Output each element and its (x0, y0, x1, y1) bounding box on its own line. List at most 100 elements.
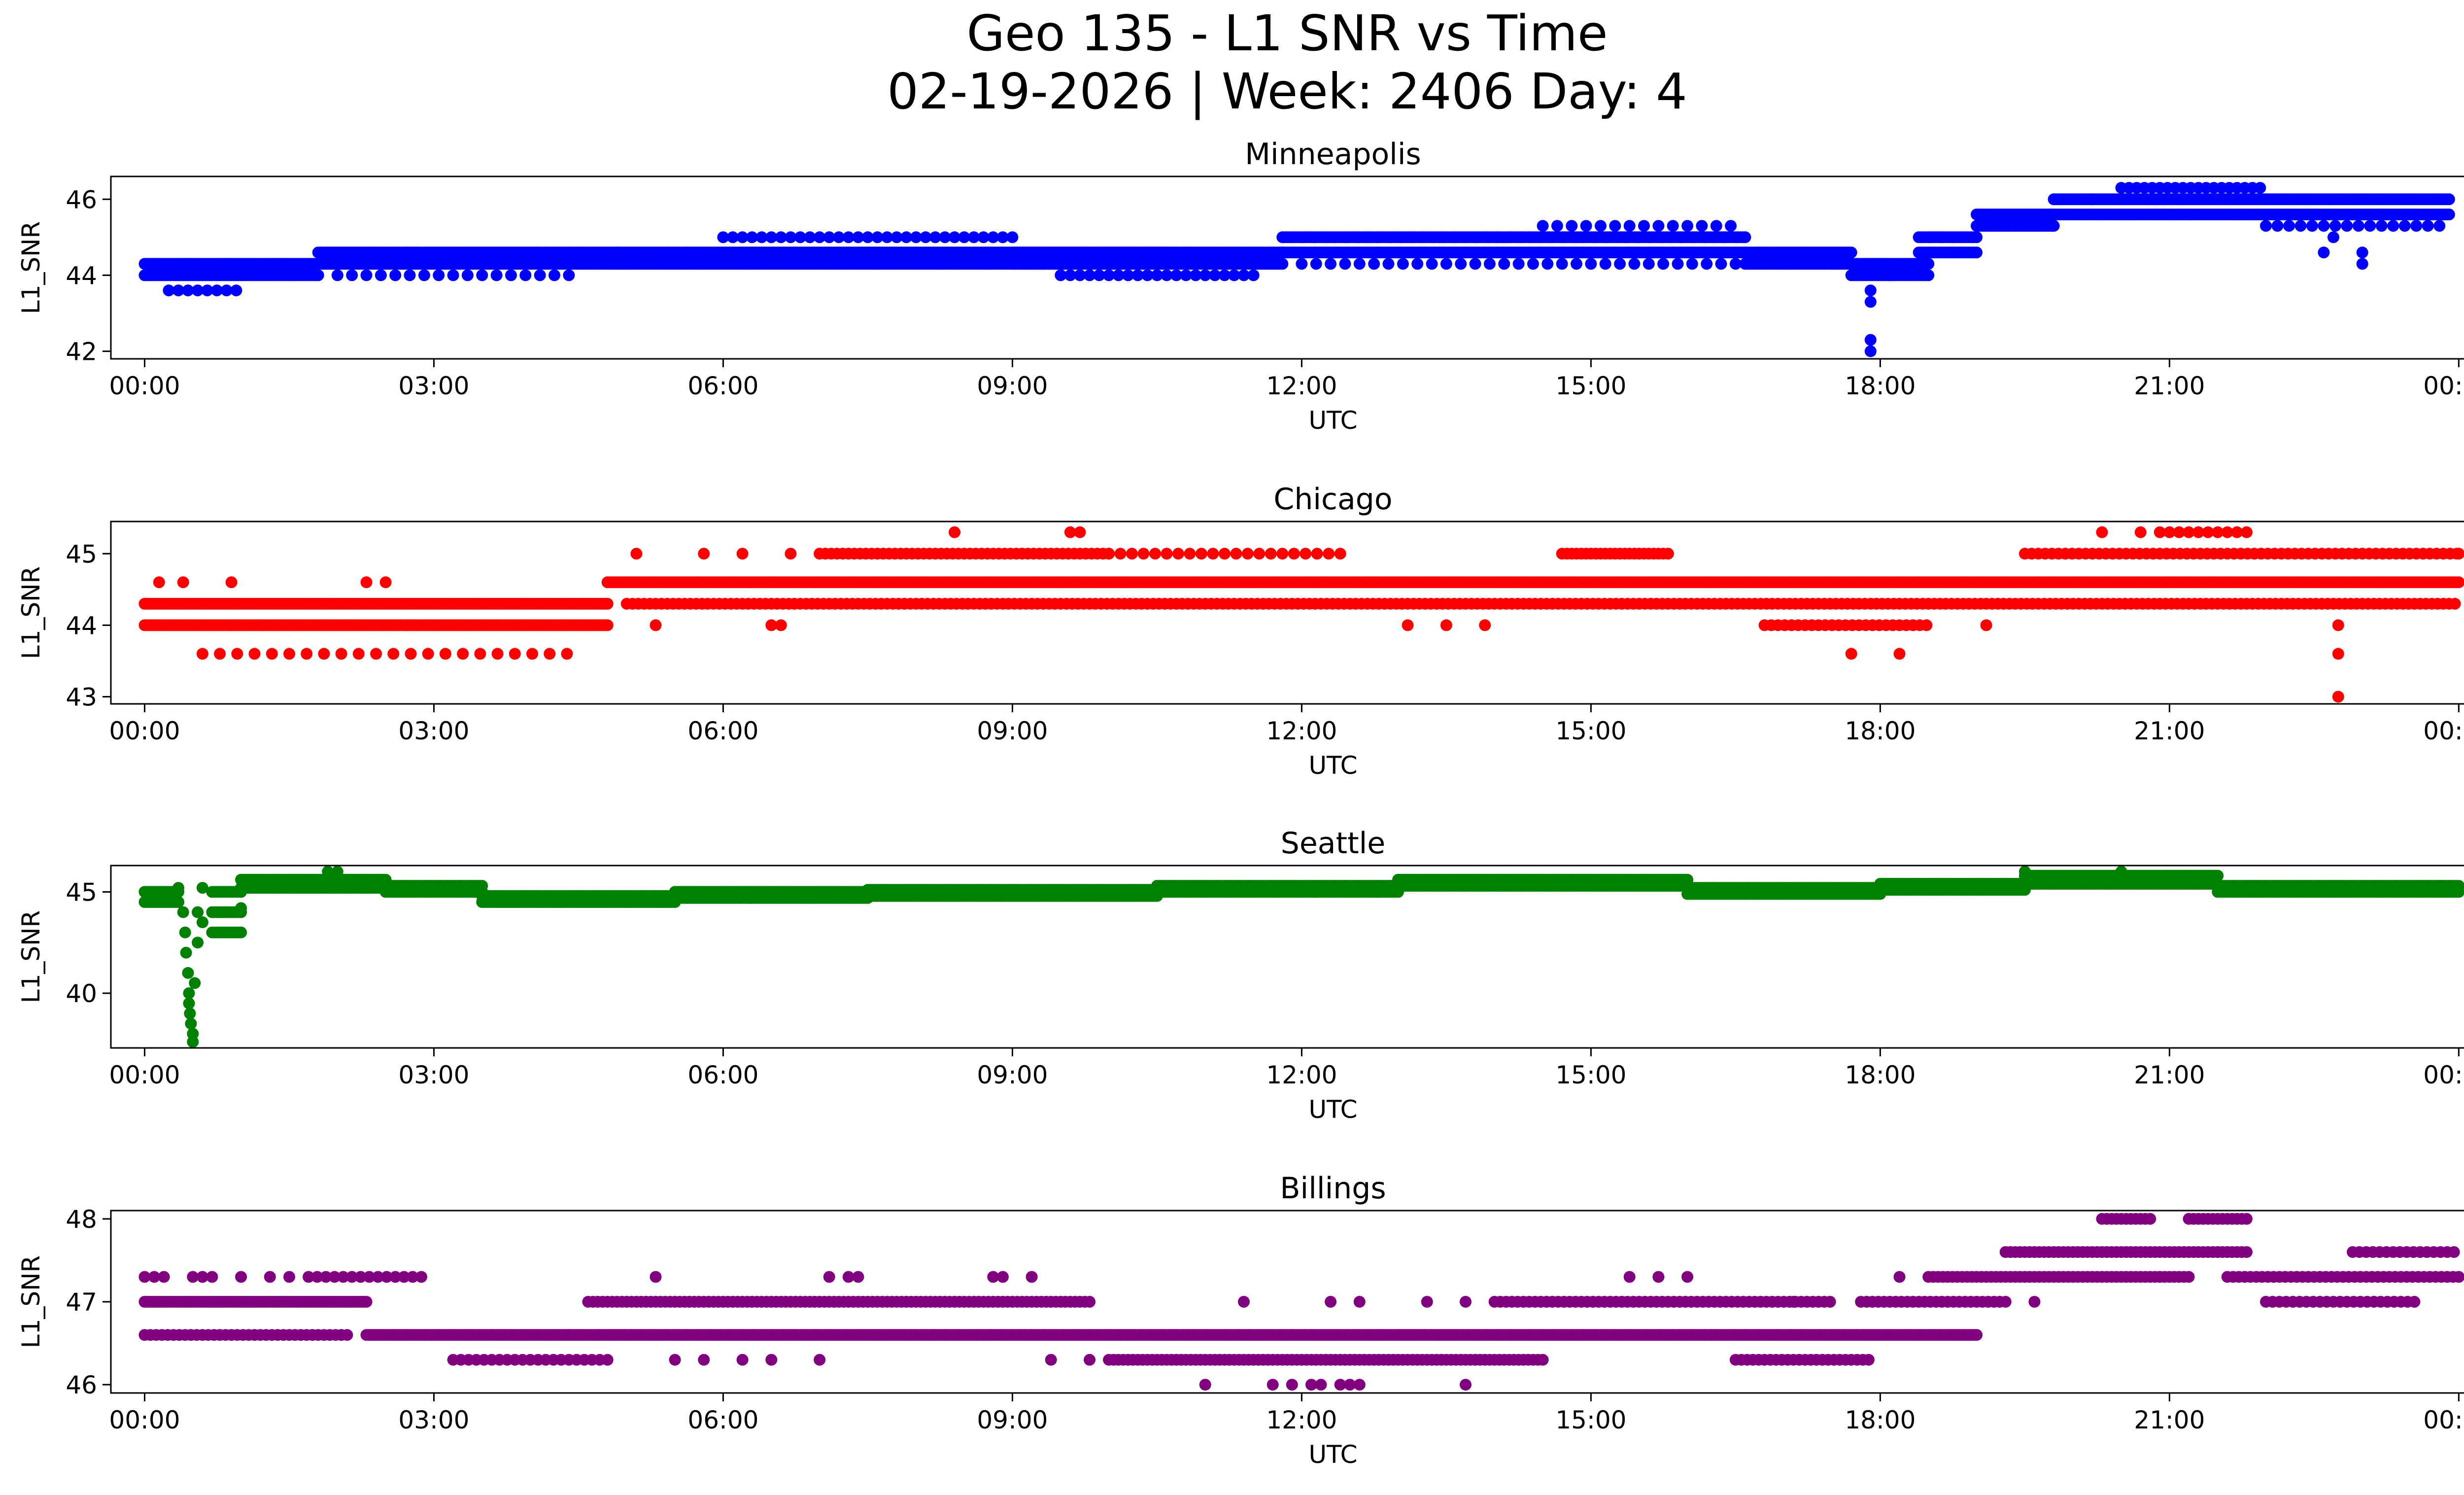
data-point (1657, 258, 1670, 270)
plot-frame (110, 175, 2464, 360)
y-tick-label: 44 (66, 611, 97, 640)
data-point (1922, 269, 1935, 281)
data-point (196, 648, 208, 660)
data-point (2443, 209, 2455, 221)
figure-title-line2: 02-19-2026 | Week: 2406 Day: 4 (887, 63, 1687, 120)
data-point (346, 269, 358, 281)
data-point (1161, 269, 1173, 281)
data-point (1103, 548, 1115, 560)
data-point (163, 284, 175, 297)
data-point (301, 648, 313, 660)
data-point (1339, 258, 1351, 270)
data-point (1323, 548, 1335, 560)
data-point (248, 648, 261, 660)
data-point (1055, 269, 1067, 281)
data-point (1368, 258, 1380, 270)
data-point (736, 231, 749, 243)
data-point (1276, 258, 1289, 270)
data-point (1643, 258, 1655, 270)
data-point (225, 576, 238, 589)
data-point (968, 231, 980, 243)
data-point (182, 284, 194, 297)
data-point (172, 284, 184, 297)
data-point (929, 231, 941, 243)
data-point (1971, 246, 1983, 259)
x-tick-label: 18:00 (1845, 717, 1916, 745)
x-tick-label: 00:00 (109, 717, 180, 745)
data-point (331, 269, 343, 281)
data-point (2086, 193, 2098, 206)
data-point (1980, 619, 1992, 631)
data-point (814, 231, 826, 243)
data-point (2332, 648, 2344, 660)
data-point (1172, 548, 1184, 560)
data-point (561, 648, 573, 660)
data-point (490, 269, 503, 281)
data-point (214, 648, 226, 660)
data-point (1137, 548, 1150, 560)
data-point (910, 231, 922, 243)
y-tick-label: 43 (66, 683, 97, 711)
data-point (1571, 258, 1582, 270)
x-axis-label: UTC (1308, 751, 1357, 780)
data-point (266, 648, 278, 660)
data-point (2318, 246, 2330, 259)
data-point (1228, 269, 1240, 281)
data-point (1207, 548, 1219, 560)
data-point (2271, 220, 2284, 232)
data-point (601, 597, 614, 610)
data-point (2352, 220, 2364, 232)
data-point (1440, 619, 1452, 631)
data-point (474, 648, 486, 660)
data-point (1498, 258, 1510, 270)
data-point (1382, 258, 1395, 270)
data-point (1296, 258, 1308, 270)
data-point (852, 231, 864, 243)
data-point (2410, 220, 2423, 232)
data-point (1253, 548, 1266, 560)
data-point (2356, 246, 2368, 259)
data-point (601, 619, 614, 631)
data-point (1149, 548, 1161, 560)
data-point (1696, 220, 1708, 232)
data-point (2327, 231, 2339, 243)
data-point (1074, 269, 1086, 281)
data-point (1122, 269, 1134, 281)
data-point (2422, 220, 2434, 232)
data-point (1551, 220, 1563, 232)
data-point (804, 231, 816, 243)
data-point (1141, 269, 1154, 281)
data-point (1922, 258, 1935, 270)
data-point (2356, 258, 2368, 270)
data-point (2254, 182, 2266, 194)
data-point (1845, 246, 1857, 259)
data-point (900, 231, 913, 243)
data-point (1064, 269, 1076, 281)
data-point (920, 231, 932, 243)
data-point (1864, 345, 1877, 357)
data-point (1334, 548, 1346, 560)
x-axis-label: UTC (1308, 406, 1357, 435)
data-point (1238, 269, 1250, 281)
data-point (1180, 269, 1192, 281)
data-point (1311, 548, 1323, 560)
y-tick-label: 44 (66, 261, 97, 290)
x-tick-label: 03:00 (398, 372, 469, 400)
data-point (2294, 220, 2307, 232)
data-point (987, 231, 999, 243)
data-point (563, 269, 575, 281)
data-point (433, 269, 445, 281)
x-tick-label: 00:00 (2423, 717, 2464, 745)
data-point (1681, 220, 1694, 232)
x-tick-label: 15:00 (1555, 717, 1626, 745)
data-point (1300, 548, 1312, 560)
data-point (1556, 258, 1568, 270)
data-point (1580, 220, 1592, 232)
data-point (833, 231, 845, 243)
data-point (283, 648, 295, 660)
data-point (1864, 296, 1877, 308)
data-point (231, 648, 243, 660)
data-point (1883, 269, 1896, 281)
